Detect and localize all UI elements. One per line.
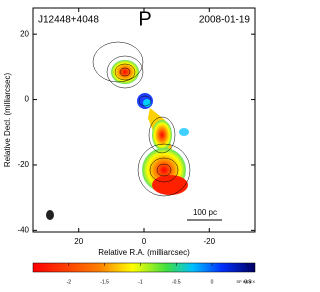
scale-label: 100 pc [193, 208, 217, 217]
x-tick-label: 20 [74, 237, 83, 246]
x-tick-label: -20 [204, 237, 216, 246]
colorbar-tick-label: 0.5 [244, 279, 251, 285]
colorbar-label: SP INDEX [236, 279, 255, 284]
plot-frame [32, 7, 256, 233]
colorbar-tick-label: -0.5 [172, 279, 181, 285]
image [46, 41, 222, 221]
x-axis-label: Relative R.A. (milliarcsec) [98, 248, 190, 257]
y-tick-label: 0 [25, 95, 30, 104]
colorbar-tick-label: 0 [211, 279, 214, 285]
y-tick-label: 20 [20, 29, 29, 38]
chart: J12448+4048 P 2008-01-19 100 pc Relative… [3, 7, 256, 285]
colorbar-tick-label: -1.5 [100, 279, 109, 285]
colorbar-tick-label: -2 [67, 279, 72, 285]
colorbar-tick-label: -1 [138, 279, 143, 285]
panel-label: P [138, 8, 151, 30]
colorbar [32, 262, 256, 273]
source-name: J12448+4048 [38, 15, 99, 26]
y-axis-label: Relative Decl. (milliarcsec) [3, 73, 12, 168]
y-tick-label: -40 [17, 225, 29, 234]
date: 2008-01-19 [199, 15, 251, 26]
y-tick-label: -20 [17, 160, 29, 169]
x-tick-label: 0 [142, 237, 147, 246]
